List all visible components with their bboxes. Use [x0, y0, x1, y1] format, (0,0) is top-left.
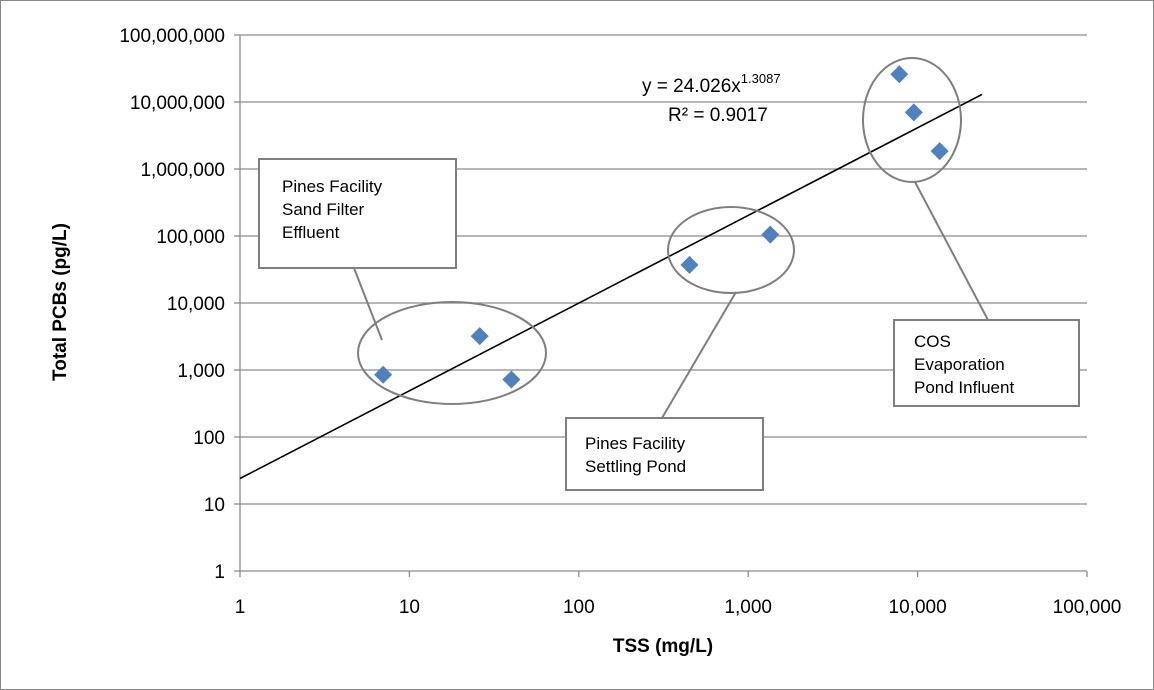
callout-line: Evaporation	[914, 355, 1005, 374]
x-tick-label: 100	[563, 597, 595, 618]
trendline-equation-exponent: 1.3087	[741, 71, 781, 86]
callout-line: Effluent	[282, 223, 340, 242]
y-tick-label: 10,000	[167, 294, 225, 315]
cluster-ellipse-settling-pond	[667, 206, 795, 294]
data-point	[374, 365, 393, 384]
y-tick-labels: 1 10 100 1,000 10,000 100,000 1,000,000 10,000,…	[119, 26, 225, 583]
callout-box-evaporation-pond	[893, 319, 1080, 407]
data-point	[502, 370, 521, 389]
y-tick-label: 1	[214, 562, 225, 583]
x-axis-title: TSS (mg/L)	[613, 636, 713, 657]
data-points	[374, 65, 949, 389]
trendline	[239, 93, 983, 480]
callout-line: Sand Filter	[282, 200, 365, 219]
callout-box-sand-filter	[258, 158, 457, 269]
callout-settling-pond: Pines Facility Settling Pond	[565, 417, 764, 491]
y-tick-label: 1,000	[177, 361, 225, 382]
data-point	[930, 142, 949, 161]
trendline-group	[239, 93, 983, 480]
callout-box-settling-pond	[565, 417, 764, 491]
data-point	[680, 255, 699, 274]
y-tick-label: 10,000,000	[130, 93, 225, 114]
x-tick-label: 1,000	[724, 597, 772, 618]
callout-line: Pond Influent	[914, 378, 1014, 397]
callout-line: Settling Pond	[585, 457, 686, 476]
trendline-r-squared: R² = 0.9017	[668, 105, 768, 126]
y-tick-label: 100,000,000	[119, 26, 225, 47]
callout-line: Pines Facility	[585, 434, 686, 453]
y-tick-label: 10	[204, 495, 225, 516]
y-tick-label: 1,000,000	[140, 160, 225, 181]
cluster-ellipse-evaporation-pond	[862, 57, 962, 183]
callout-sand-filter: Pines Facility Sand Filter Effluent	[258, 158, 457, 269]
y-tick-label: 100,000	[156, 227, 225, 248]
leader-evaporation-pond	[914, 181, 989, 321]
axes	[234, 34, 1088, 577]
cluster-ellipse-sand-filter	[357, 301, 547, 405]
x-tick-label: 100,000	[1053, 597, 1122, 618]
data-point	[470, 327, 489, 346]
cluster-ellipses	[357, 57, 962, 405]
callout-line: COS	[914, 332, 951, 351]
callout-line: Pines Facility	[282, 177, 383, 196]
callout-evaporation-pond: COS Evaporation Pond Influent	[893, 319, 1080, 407]
data-point	[904, 103, 923, 122]
callout-leaders	[353, 181, 989, 419]
x-tick-label: 10,000	[889, 597, 947, 618]
x-tick-labels: 1 10 100 1,000 10,000 100,000	[235, 597, 1122, 618]
y-tick-label: 100	[193, 428, 225, 449]
leader-settling-pond	[661, 291, 737, 419]
x-tick-label: 10	[399, 597, 420, 618]
trendline-equation: y = 24.026x1.3087	[642, 71, 781, 97]
trendline-equation-base: y = 24.026x	[642, 76, 741, 97]
leader-sand-filter	[353, 267, 383, 341]
x-tick-label: 1	[235, 597, 246, 618]
data-point	[890, 65, 909, 84]
y-axis-title: Total PCBs (pg/L)	[50, 223, 71, 381]
data-point	[761, 225, 780, 244]
